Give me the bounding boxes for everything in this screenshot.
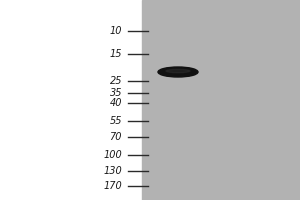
Text: 40: 40 (110, 98, 122, 108)
Text: 55: 55 (110, 116, 122, 126)
Ellipse shape (166, 69, 190, 73)
Text: 15: 15 (110, 49, 122, 59)
Bar (142, 0, 300, 200)
Text: 170: 170 (103, 181, 122, 191)
Text: 70: 70 (110, 132, 122, 142)
Text: 25: 25 (110, 76, 122, 86)
Text: 35: 35 (110, 88, 122, 98)
Text: 100: 100 (103, 150, 122, 160)
Text: 10: 10 (110, 26, 122, 36)
Text: 130: 130 (103, 166, 122, 176)
Ellipse shape (158, 67, 198, 77)
